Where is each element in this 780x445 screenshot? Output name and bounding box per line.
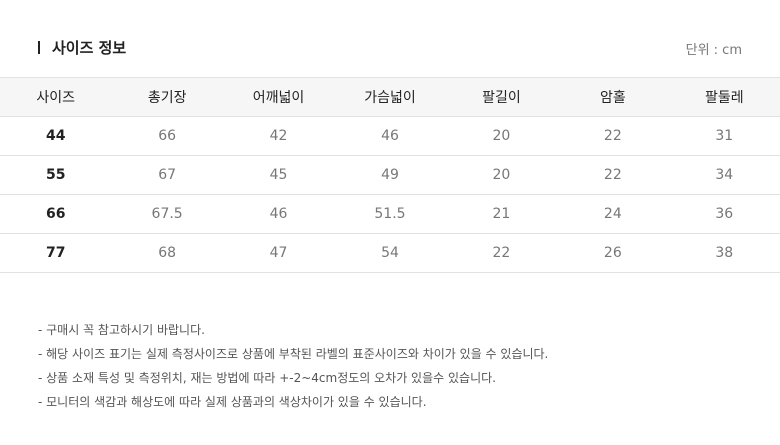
measurement-cell: 38 bbox=[668, 233, 780, 273]
measurement-cell: 49 bbox=[334, 155, 446, 195]
size-table: 사이즈 총기장 어깨넓이 가슴넓이 팔길이 암홀 팔둘레 44 66 42 46 20 22 31 55 6… bbox=[0, 77, 780, 273]
measurement-cell: 24 bbox=[557, 194, 669, 234]
measurement-cell: 31 bbox=[668, 116, 780, 156]
measurement-cell: 46 bbox=[222, 194, 335, 234]
measurement-cell: 66 bbox=[111, 116, 223, 156]
measurement-cell: 54 bbox=[334, 233, 446, 273]
measurement-cell: 68 bbox=[111, 233, 223, 273]
measurement-cell: 21 bbox=[445, 194, 558, 234]
measurement-cell: 20 bbox=[445, 116, 558, 156]
note-item: - 모니터의 색감과 해상도에 따라 실제 상품과의 색상차이가 있을 수 있습… bbox=[38, 395, 427, 409]
measurement-cell: 22 bbox=[445, 233, 558, 273]
column-header: 암홀 bbox=[557, 77, 669, 117]
note-item: - 해당 사이즈 표기는 실제 측정사이즈로 상품에 부착된 라벨의 표준사이즈… bbox=[38, 347, 549, 361]
note-item: - 구매시 꼭 참고하시기 바랍니다. bbox=[38, 323, 205, 337]
measurement-cell: 67 bbox=[111, 155, 223, 195]
measurement-cell: 20 bbox=[445, 155, 558, 195]
column-header: 팔둘레 bbox=[668, 77, 780, 117]
size-cell: 55 bbox=[0, 155, 112, 195]
table-row: 55 67 45 49 20 22 34 bbox=[0, 155, 780, 195]
measurement-cell: 51.5 bbox=[334, 194, 446, 234]
note-item: - 상품 소재 특성 및 측정위치, 재는 방법에 따라 +-2~4cm정도의 … bbox=[38, 371, 496, 385]
measurement-cell: 36 bbox=[668, 194, 780, 234]
measurement-cell: 67.5 bbox=[111, 194, 223, 234]
measurement-cell: 46 bbox=[334, 116, 446, 156]
table-row: 44 66 42 46 20 22 31 bbox=[0, 116, 780, 156]
measurement-cell: 26 bbox=[557, 233, 669, 273]
size-cell: 77 bbox=[0, 233, 112, 273]
measurement-cell: 22 bbox=[557, 116, 669, 156]
section-title-text: 사이즈 정보 bbox=[52, 38, 127, 57]
unit-label: 단위 : cm bbox=[685, 43, 742, 58]
measurement-cell: 34 bbox=[668, 155, 780, 195]
column-header: 총기장 bbox=[111, 77, 223, 117]
measurement-cell: 47 bbox=[222, 233, 335, 273]
table-row: 66 67.5 46 51.5 21 24 36 bbox=[0, 194, 780, 234]
notes-list: - 구매시 꼭 참고하시기 바랍니다. - 해당 사이즈 표기는 실제 측정사이즈… bbox=[38, 320, 548, 416]
table-header-row: 사이즈 총기장 어깨넓이 가슴넓이 팔길이 암홀 팔둘레 bbox=[0, 77, 780, 117]
title-bar-marker bbox=[38, 40, 40, 54]
measurement-cell: 22 bbox=[557, 155, 669, 195]
measurement-cell: 45 bbox=[222, 155, 335, 195]
size-cell: 44 bbox=[0, 116, 112, 156]
section-title: 사이즈 정보 bbox=[38, 37, 126, 57]
column-header: 가슴넓이 bbox=[334, 77, 446, 117]
table-row: 77 68 47 54 22 26 38 bbox=[0, 233, 780, 273]
measurement-cell: 42 bbox=[222, 116, 335, 156]
column-header: 어깨넓이 bbox=[222, 77, 335, 117]
size-cell: 66 bbox=[0, 194, 112, 234]
column-header: 사이즈 bbox=[0, 77, 112, 117]
column-header: 팔길이 bbox=[445, 77, 558, 117]
